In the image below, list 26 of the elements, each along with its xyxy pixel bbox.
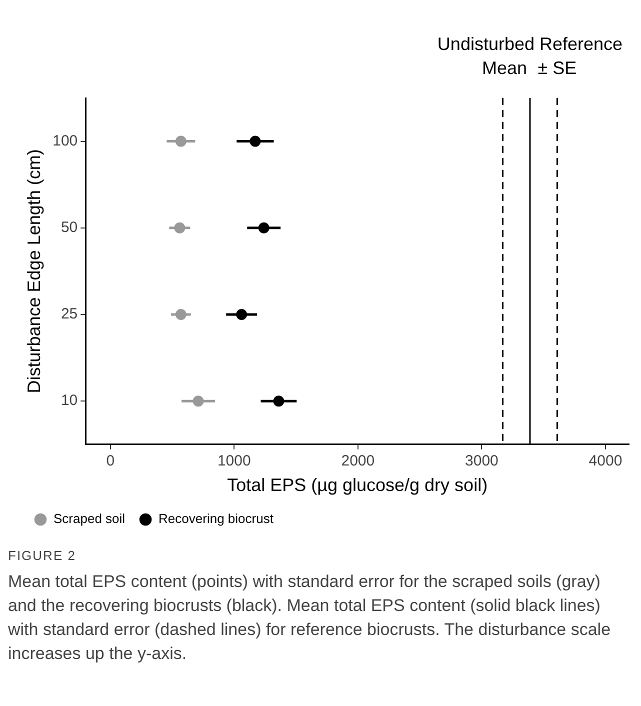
ref-line-label: ± SE bbox=[538, 58, 577, 78]
y-tick-label: 50 bbox=[60, 219, 78, 236]
point bbox=[258, 222, 270, 234]
point bbox=[192, 396, 204, 407]
x-tick-label: 0 bbox=[106, 452, 115, 470]
caption: FIGURE 2 bbox=[8, 548, 76, 563]
point bbox=[236, 309, 248, 320]
legend-label: Recovering biocrust bbox=[158, 511, 274, 526]
point bbox=[175, 309, 186, 320]
point bbox=[174, 222, 186, 234]
y-tick-label: 100 bbox=[52, 132, 78, 150]
x-tick-label: 1000 bbox=[217, 452, 251, 470]
x-tick-label: 2000 bbox=[341, 452, 375, 470]
legend-label: Scraped soil bbox=[54, 511, 126, 526]
point bbox=[273, 396, 284, 407]
y-axis-title: Disturbance Edge Length (cm) bbox=[24, 149, 44, 394]
y-tick-label: 25 bbox=[60, 306, 78, 323]
x-tick-label: 4000 bbox=[588, 452, 622, 470]
text: Undisturbed Reference bbox=[437, 34, 623, 54]
ref-line-label: Mean bbox=[482, 58, 527, 78]
text: Mean total EPS content (points) with standard error for the scraped soils (gray) and the recovering biocrusts (black). Mean total EPS content (solid black lines) with standard error (dashed lines) for reference biocrusts. The disturbance scale increases up the y-axis. bbox=[8, 571, 612, 665]
point bbox=[175, 136, 186, 147]
y-tick-label: 10 bbox=[60, 392, 78, 410]
x-axis-title: Total EPS (µg glucose/g dry soil) bbox=[227, 475, 488, 496]
x-tick-label: 3000 bbox=[465, 452, 498, 470]
point bbox=[250, 136, 261, 147]
